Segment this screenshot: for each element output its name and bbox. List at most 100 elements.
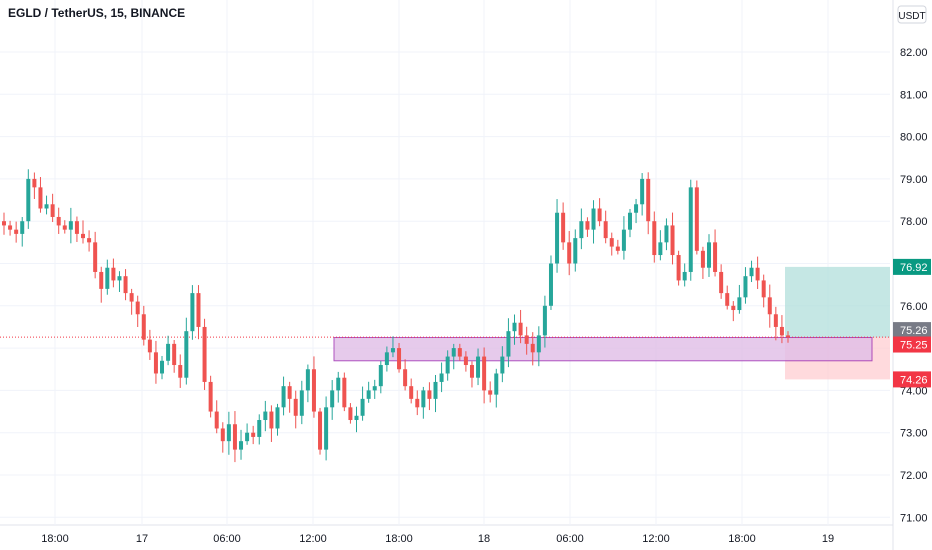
candle-body [682, 271, 687, 281]
candle-body [743, 276, 748, 298]
candle-body [275, 407, 280, 429]
candle-body [372, 386, 377, 391]
candle-body [336, 377, 341, 391]
candle-body [713, 242, 718, 272]
candle-body [160, 360, 165, 374]
candle-body [706, 242, 711, 268]
candle-body [737, 297, 742, 311]
candle-body [360, 398, 365, 416]
candle-body [561, 212, 566, 243]
candle-body [348, 407, 353, 421]
candle-body [463, 356, 468, 366]
price-tick-label: 73.00 [900, 428, 928, 440]
candle-body [390, 348, 395, 353]
candle-body [603, 221, 608, 239]
candle-body [87, 238, 92, 243]
candle-body [573, 238, 578, 264]
candle-body [518, 322, 523, 336]
candle-body [141, 314, 146, 340]
candle-body [731, 305, 736, 311]
candle-body [512, 322, 517, 332]
candle-body [700, 250, 705, 268]
candle-body [749, 267, 754, 277]
candles-layer [2, 169, 790, 463]
candle-body [664, 225, 669, 243]
candle-body [62, 225, 67, 230]
candle-body [403, 369, 408, 387]
candle-body [488, 390, 493, 395]
candle-body [172, 343, 177, 366]
candle-body [767, 297, 772, 315]
candle-body [269, 411, 274, 429]
time-tick-label: 18 [478, 533, 490, 545]
candle-body [530, 343, 535, 353]
price-tick-label: 80.00 [900, 132, 928, 144]
candle-body [627, 212, 632, 230]
entry-price-tag [893, 336, 931, 353]
candle-body [640, 178, 645, 205]
candle-body [646, 178, 651, 222]
candle-body [694, 187, 699, 251]
stop-price-tag [893, 371, 931, 388]
candle-body [38, 187, 43, 209]
candle-body [755, 267, 760, 281]
candle-body [111, 267, 116, 281]
price-tick-label: 82.00 [900, 47, 928, 59]
candle-body [251, 432, 256, 437]
candle-body [220, 428, 225, 442]
candle-body [305, 369, 310, 391]
candle-body [202, 326, 207, 382]
candle-body [397, 348, 402, 370]
candle-body [555, 212, 560, 264]
candle-body [506, 331, 511, 357]
time-tick-label: 17 [136, 533, 148, 545]
candle-body [50, 204, 55, 217]
candle-body [14, 229, 19, 234]
candle-body [542, 305, 547, 336]
candle-body [579, 221, 584, 239]
candle-body [524, 335, 529, 344]
candle-body [245, 432, 250, 442]
candle-body [591, 208, 596, 230]
time-tick-label: 18:00 [728, 533, 756, 545]
price-tick-label: 76.00 [900, 301, 928, 313]
time-tick-label: 12:00 [642, 533, 670, 545]
candle-body [99, 271, 104, 289]
current-price-tag-label: 75.26 [900, 325, 928, 337]
candle-body [123, 276, 128, 294]
candle-body [658, 242, 663, 256]
time-tick-label: 18:00 [385, 533, 413, 545]
candle-body [536, 335, 541, 353]
candle-body [68, 221, 73, 230]
candle-body [761, 280, 766, 298]
candle-body [81, 233, 86, 239]
candle-body [634, 204, 639, 213]
candle-body [208, 381, 213, 412]
currency-button[interactable]: USDT [897, 5, 927, 24]
price-axis: 71.0072.0073.0074.0075.0076.0077.0078.00… [900, 47, 928, 524]
candle-body [567, 242, 572, 264]
time-tick-label: 19 [822, 533, 834, 545]
chart-title: EGLD / TetherUS, 15, BINANCE [8, 6, 186, 20]
candle-body [786, 335, 790, 338]
current-price-tag [893, 322, 931, 339]
candle-body [676, 255, 681, 281]
candle-body [311, 369, 316, 412]
candle-body [548, 263, 553, 306]
candle-body [8, 225, 13, 230]
candle-body [652, 221, 657, 256]
price-tags: 76.92 75.26 75.25 74.26 [893, 258, 931, 388]
candle-body [500, 356, 505, 374]
entry-price-tag-label: 75.25 [900, 340, 928, 352]
candle-body [2, 221, 6, 226]
candle-body [433, 381, 438, 399]
candle-body [457, 348, 462, 357]
candle-body [469, 365, 474, 378]
candle-body [190, 293, 195, 332]
candle-body [621, 229, 626, 251]
support-zone [333, 337, 873, 362]
candle-body [93, 242, 98, 272]
price-tick-label: 74.00 [900, 385, 928, 397]
candle-body [354, 415, 359, 421]
